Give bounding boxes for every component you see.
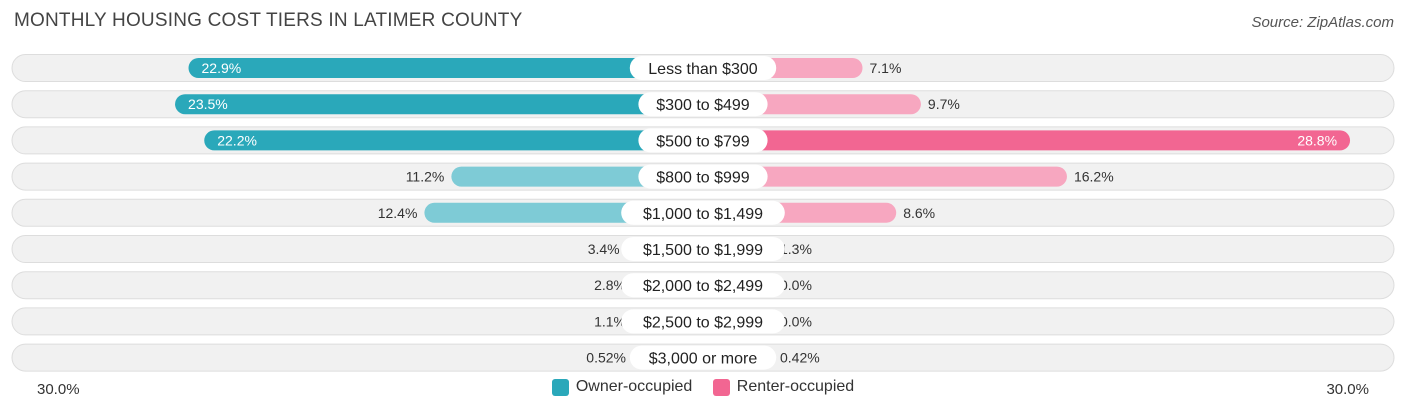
category-pill (621, 237, 785, 261)
category-label: Less than $300 (648, 61, 758, 78)
renter-value-label: 9.7% (928, 96, 960, 112)
owner-bar (175, 94, 704, 115)
category-pill (629, 345, 777, 370)
category-label: $800 to $999 (656, 170, 750, 187)
chart-legend: Owner-occupied Renter-occupied (0, 378, 1406, 401)
owner-value-label: 22.9% (202, 60, 242, 76)
renter-value-label: 0.0% (780, 313, 812, 329)
owner-value-label: 11.2% (406, 169, 445, 185)
legend-item-owner[interactable]: Owner-occupied (551, 378, 693, 396)
owner-value-label: 3.4% (588, 241, 620, 257)
category-pill (629, 56, 777, 80)
legend-item-renter[interactable]: Renter-occupied (712, 378, 855, 396)
renter-value-label: 1.3% (780, 241, 812, 257)
category-label: $300 to $499 (656, 97, 750, 114)
owner-value-label: 23.5% (188, 96, 228, 112)
axis-right-label: 30.0% (1326, 381, 1369, 398)
legend-swatch-owner (551, 378, 569, 396)
owner-value-label: 22.2% (217, 132, 257, 148)
renter-value-label: 16.2% (1074, 169, 1114, 185)
owner-bar (188, 58, 704, 78)
category-pill (621, 200, 785, 225)
chart-source: Source: ZipAtlas.com (1251, 14, 1394, 31)
chart-plot-area: 22.9% 7.1% Less than $300 23.5% 9.7% $300 to … (11, 54, 1395, 372)
category-pill (621, 309, 785, 334)
legend-swatch-renter (712, 378, 730, 396)
category-label: $2,000 to $2,499 (643, 278, 763, 295)
category-pill (621, 273, 785, 298)
renter-value-label: 8.6% (903, 205, 935, 221)
category-pill (638, 164, 768, 189)
owner-value-label: 1.1% (594, 313, 626, 329)
category-label: $3,000 or more (649, 351, 758, 368)
category-label: $1,500 to $1,999 (643, 242, 763, 259)
axis-left-label: 30.0% (37, 381, 80, 398)
renter-bar (703, 166, 1067, 187)
owner-value-label: 0.52% (586, 350, 626, 366)
category-pill (638, 128, 768, 153)
renter-value-label: 28.8% (1297, 132, 1337, 148)
renter-value-label: 0.0% (780, 277, 812, 293)
owner-value-label: 12.4% (378, 205, 418, 221)
category-label: $2,500 to $2,999 (643, 314, 763, 331)
category-label: $500 to $799 (656, 133, 750, 150)
category-label: $1,000 to $1,499 (643, 206, 763, 223)
renter-value-label: 7.1% (870, 60, 902, 76)
renter-bar (703, 130, 1351, 151)
legend-label-renter: Renter-occupied (736, 378, 855, 395)
category-pill (638, 92, 768, 117)
renter-value-label: 0.42% (780, 350, 820, 366)
legend-label-owner: Owner-occupied (575, 378, 693, 395)
owner-value-label: 2.8% (594, 277, 626, 293)
owner-bar (204, 130, 704, 151)
chart-title: MONTHLY HOUSING COST TIERS IN LATIMER CO… (14, 10, 523, 31)
